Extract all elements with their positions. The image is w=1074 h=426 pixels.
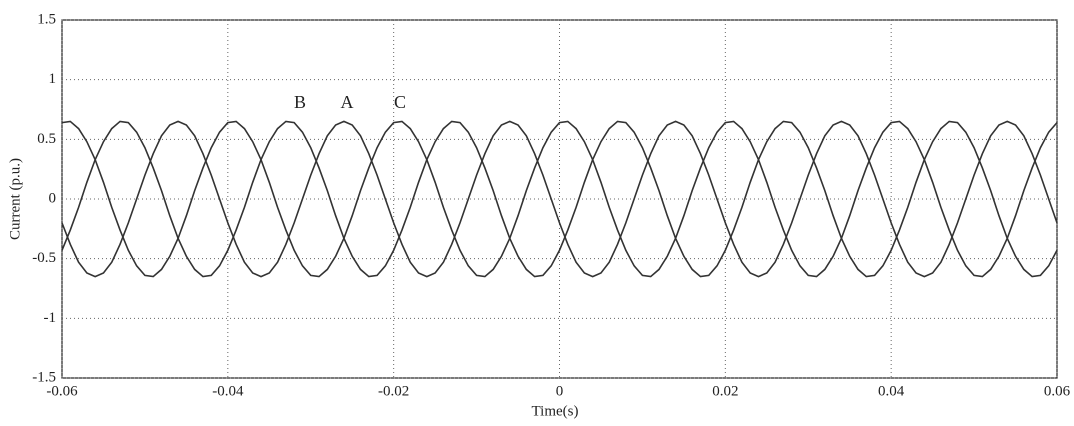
chart: Time(s) Current (p.u.) -1.5-1-0.500.511.…: [0, 0, 1074, 426]
x-tick-label: 0: [556, 383, 564, 399]
y-axis-label: Current (p.u.): [7, 158, 23, 240]
y-tick-label: 0: [49, 190, 57, 206]
y-tick-label: 1: [49, 71, 57, 87]
x-tick-label: -0.06: [46, 383, 78, 399]
series-label: B: [294, 92, 306, 112]
x-axis-label: Time(s): [532, 403, 579, 419]
y-tick-label: -0.5: [32, 250, 56, 266]
x-tick-label: 0.04: [878, 383, 905, 399]
x-tick-label: -0.02: [378, 383, 409, 399]
y-tick-label: 0.5: [37, 131, 56, 147]
y-tick-label: -1: [44, 310, 57, 326]
x-tick-label: 0.02: [712, 383, 738, 399]
x-tick-label: -0.04: [212, 383, 244, 399]
y-tick-label: 1.5: [37, 11, 56, 27]
series-label: C: [394, 92, 406, 112]
x-tick-label: 0.06: [1044, 383, 1071, 399]
series-label: A: [341, 92, 354, 112]
